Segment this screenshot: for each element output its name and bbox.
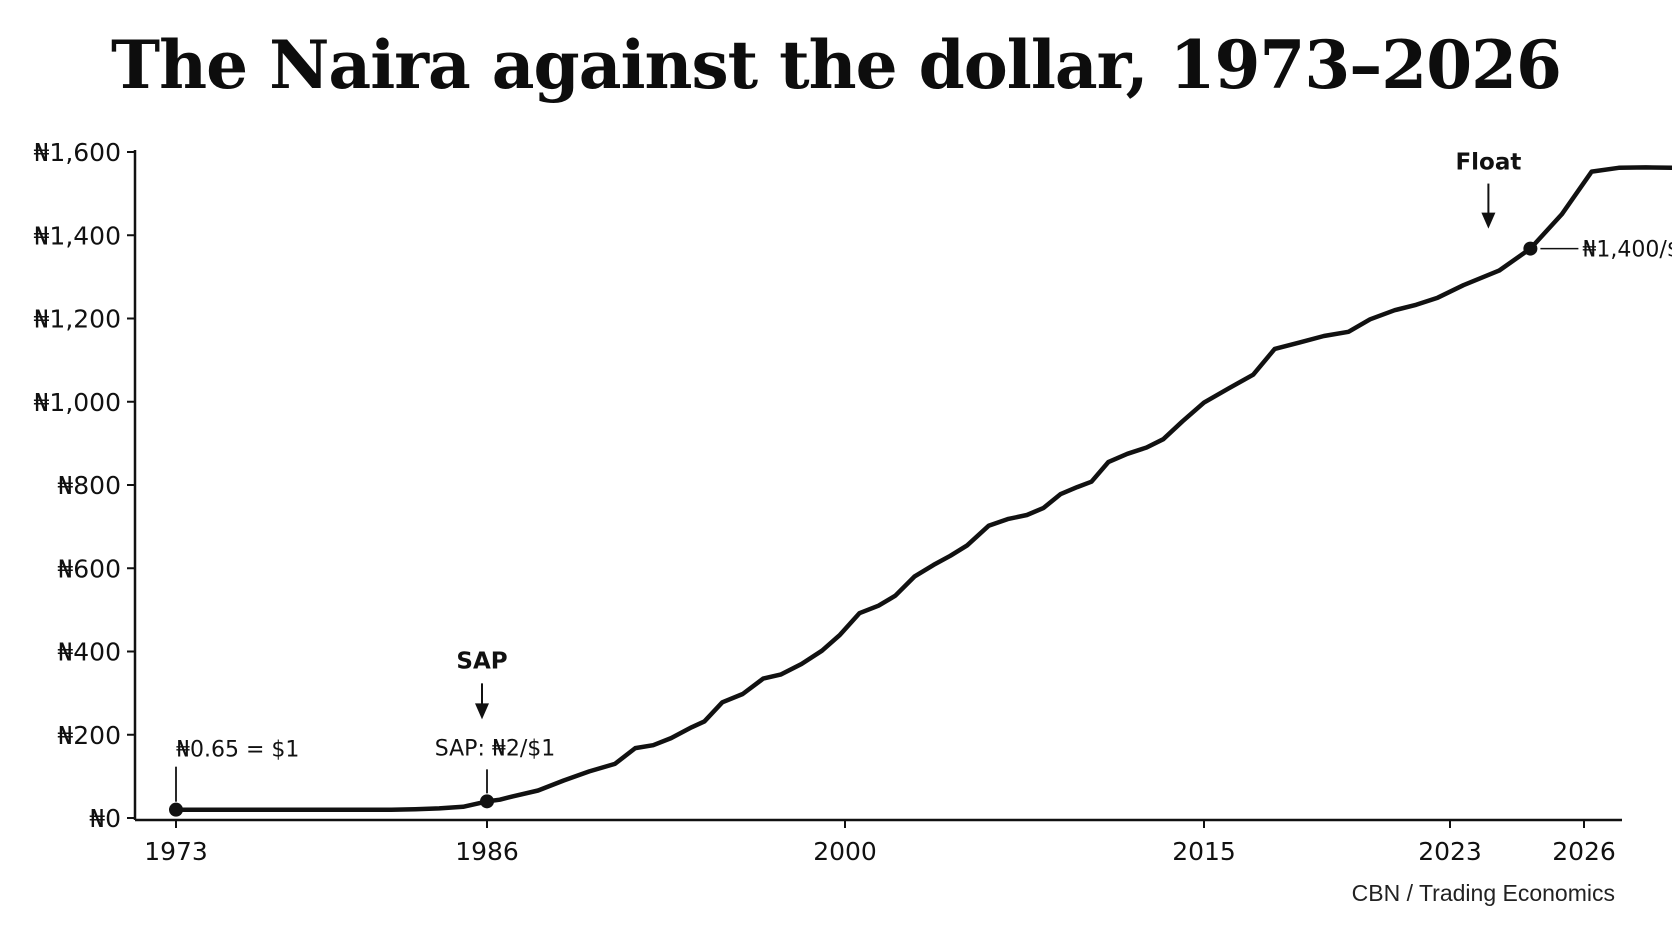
sap-annotation-label: SAP: ₦2/$1	[435, 736, 556, 761]
float-annotation-label: ₦1,400/$1	[1582, 238, 1672, 263]
float-point-marker	[1523, 241, 1538, 256]
x-tick-label: 2026	[1552, 837, 1616, 866]
chart-title: The Naira against the dollar, 1973–2026	[111, 26, 1562, 104]
annotation-sap: SAP SAP: ₦2/$1	[435, 648, 556, 809]
exchange-rate-line	[173, 165, 1672, 812]
float-arrow-label: Float	[1455, 150, 1521, 176]
y-ticks: ₦0 ₦200 ₦400 ₦600 ₦800 ₦1,000 ₦1,200 ₦1,400 ₦1,6…	[34, 138, 135, 833]
float-arrow-head-icon	[1481, 212, 1496, 229]
axes	[133, 150, 1622, 822]
start-annotation-label: ₦0.65 = $1	[176, 738, 299, 763]
annotation-float: Float ₦1,400/$1	[1455, 150, 1672, 263]
x-tick-label: 2023	[1418, 837, 1482, 866]
source-credit: CBN / Trading Economics	[1351, 880, 1615, 906]
y-tick-label: ₦1,000	[34, 388, 121, 417]
x-tick-label: 2015	[1172, 837, 1236, 866]
y-tick-label: ₦800	[57, 471, 121, 500]
x-tick-label: 1973	[144, 837, 208, 866]
y-tick-label: ₦1,200	[34, 305, 121, 334]
annotation-start: ₦0.65 = $1	[169, 738, 299, 817]
sap-arrow-head-icon	[475, 703, 489, 720]
y-tick-label: ₦1,400	[34, 221, 121, 250]
sap-arrow-label: SAP	[456, 648, 507, 674]
start-point-marker	[169, 802, 183, 817]
x-tick-label: 2000	[813, 837, 877, 866]
y-tick-label: ₦200	[57, 721, 121, 750]
x-tick-label: 1986	[455, 837, 519, 866]
sap-point-marker	[480, 794, 494, 809]
y-tick-label: ₦400	[57, 638, 121, 667]
y-tick-label: ₦600	[57, 554, 121, 583]
x-ticks: 1973 1986 2000 2015 2023 2026	[144, 820, 1616, 866]
y-tick-label: ₦1,600	[34, 138, 121, 167]
y-tick-label: ₦0	[89, 804, 121, 833]
